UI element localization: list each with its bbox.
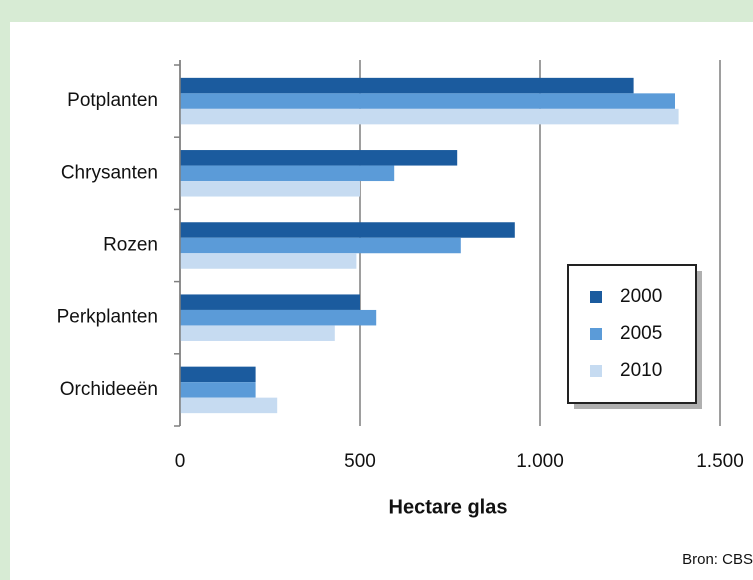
bar	[180, 253, 357, 269]
source-note: Bron: CBS	[682, 551, 753, 568]
bar	[180, 366, 256, 383]
x-tick-label: 1.000	[516, 451, 564, 472]
legend-swatch	[590, 291, 602, 303]
bar	[180, 93, 675, 109]
bar	[180, 237, 461, 254]
x-tick-label: 1.500	[696, 451, 744, 472]
x-axis-label: Hectare glas	[389, 496, 508, 518]
x-tick-label: 500	[344, 451, 376, 472]
bar	[180, 77, 634, 94]
y-tick-label: Potplanten	[67, 90, 158, 111]
bar	[180, 181, 360, 197]
legend-swatch	[590, 365, 602, 377]
y-tick-label: Perkplanten	[57, 307, 158, 328]
bar	[180, 382, 256, 398]
bar	[180, 309, 377, 326]
legend-swatch	[590, 328, 602, 340]
bar	[180, 108, 679, 125]
bar	[180, 294, 360, 310]
bar	[180, 325, 335, 341]
y-tick-label: Chrysanten	[61, 162, 158, 183]
bar	[180, 397, 278, 414]
legend-label: 2005	[620, 323, 662, 344]
bar	[180, 165, 395, 182]
legend-label: 2010	[620, 360, 662, 381]
legend	[567, 264, 697, 404]
x-tick-label: 0	[175, 451, 186, 472]
bar	[180, 222, 515, 238]
bar	[180, 150, 458, 166]
y-tick-label: Rozen	[103, 235, 158, 256]
y-tick-label: Orchideeën	[60, 379, 158, 400]
legend-label: 2000	[620, 286, 662, 307]
